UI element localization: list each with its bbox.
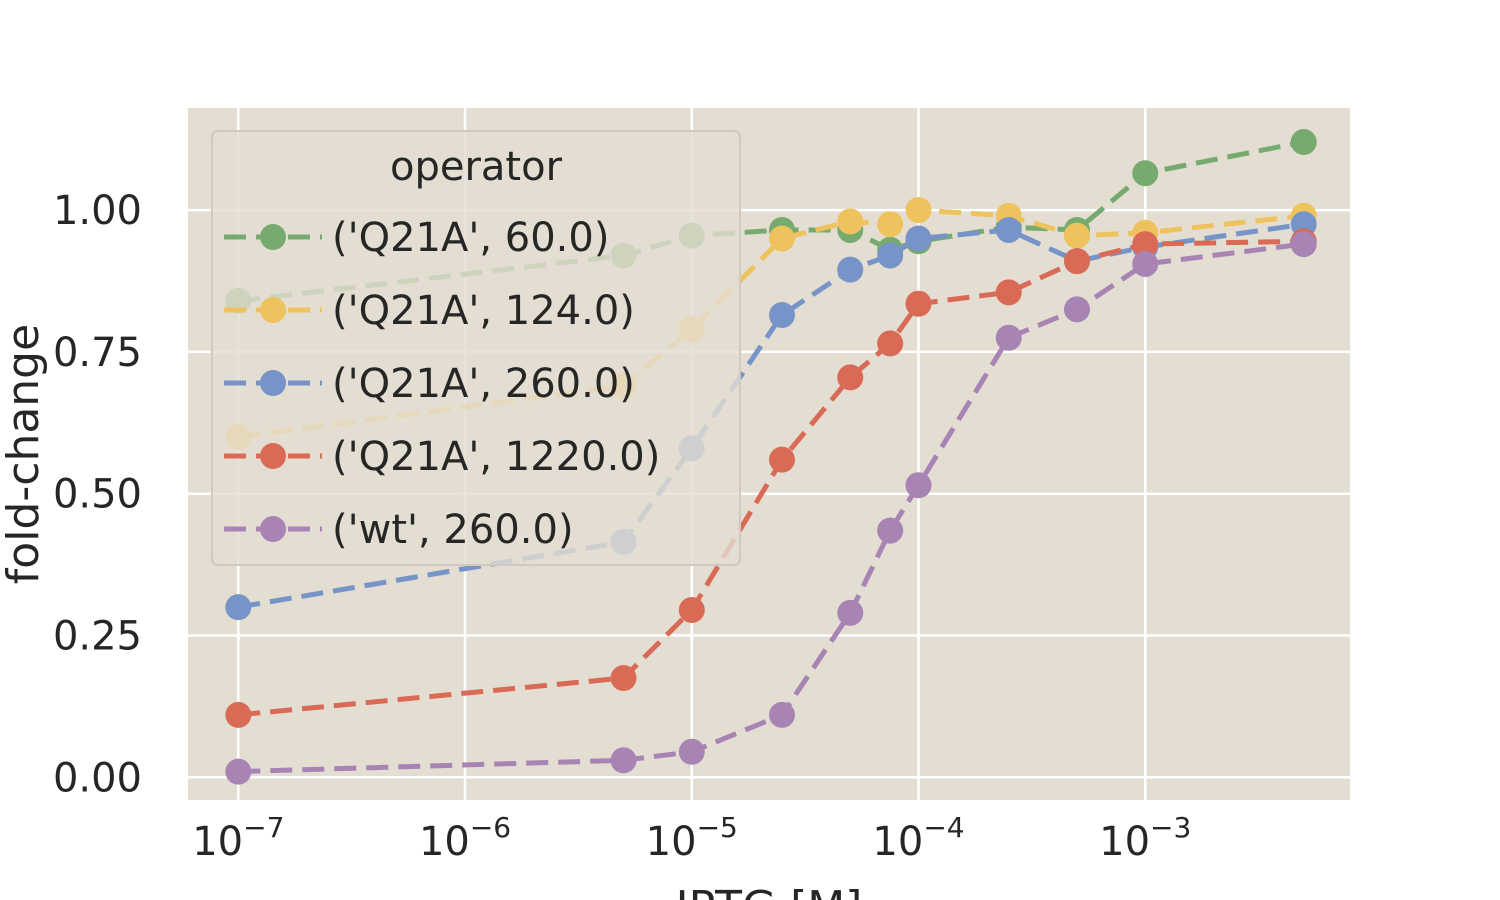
- series-1-point-6: [905, 197, 932, 224]
- x-tick-labels: 10−7 10−6 10−5 10−4 10−3: [192, 811, 1191, 865]
- x-tick-label-4: 10−3: [1099, 811, 1191, 865]
- legend-item-1: ('Q21A', 124.0): [224, 288, 635, 334]
- series-4-point-3: [768, 701, 795, 728]
- series-2-point-4: [837, 256, 864, 283]
- legend-label-0: ('Q21A', 60.0): [332, 215, 609, 261]
- legend-marker-2: [260, 370, 286, 396]
- series-1-point-8: [1063, 222, 1090, 249]
- legend-label-3: ('Q21A', 1220.0): [332, 434, 660, 480]
- series-4-point-8: [1063, 296, 1090, 323]
- legend-title: operator: [390, 144, 563, 190]
- series-1-point-4: [837, 208, 864, 235]
- y-tick-label-3: 0.75: [53, 330, 142, 376]
- y-tick-label-1: 0.25: [53, 614, 142, 660]
- series-4-point-10: [1290, 231, 1317, 258]
- x-axis-label: IPTG [M]: [676, 882, 863, 900]
- series-4-point-4: [837, 599, 864, 626]
- series-4-point-2: [678, 738, 705, 765]
- legend-items: ('Q21A', 60.0) ('Q21A', 124.0) ('Q21A', 26…: [224, 215, 660, 553]
- series-3-point-1: [610, 665, 637, 692]
- legend-marker-1: [260, 297, 286, 323]
- legend-label-4: ('wt', 260.0): [332, 507, 574, 553]
- y-tick-label-0: 0.00: [53, 755, 142, 801]
- series-0-point-9: [1132, 160, 1159, 187]
- series-4-point-0: [225, 758, 252, 785]
- series-3-point-7: [995, 279, 1022, 306]
- series-1-point-3: [768, 225, 795, 252]
- legend-marker-3: [260, 443, 286, 469]
- series-4-point-5: [877, 517, 904, 544]
- legend-marker-4: [260, 516, 286, 542]
- series-3-point-8: [1063, 248, 1090, 275]
- legend-label-2: ('Q21A', 260.0): [332, 361, 635, 407]
- series-3-point-2: [678, 596, 705, 623]
- legend-box: [211, 130, 741, 566]
- series-line-4: [238, 241, 1305, 775]
- y-tick-label-2: 0.50: [53, 472, 142, 518]
- series-3-point-5: [877, 330, 904, 357]
- series-3: [225, 228, 1317, 728]
- legend-item-2: ('Q21A', 260.0): [224, 361, 635, 407]
- series-4: [225, 231, 1317, 785]
- series-3-point-3: [768, 446, 795, 473]
- series-3-point-6: [905, 290, 932, 317]
- series-2-point-7: [995, 216, 1022, 243]
- x-tick-label-2: 10−5: [646, 811, 738, 865]
- series-4-point-7: [995, 324, 1022, 351]
- y-tick-label-4: 1.00: [53, 188, 142, 234]
- series-0-point-10: [1290, 129, 1317, 156]
- series-2-point-0: [225, 594, 252, 621]
- series-3-point-0: [225, 701, 252, 728]
- series-1-point-5: [877, 211, 904, 238]
- series-3-point-9: [1132, 231, 1159, 258]
- series-4-point-1: [610, 747, 637, 774]
- series-4-point-9: [1132, 250, 1159, 277]
- series-2-point-3: [768, 302, 795, 329]
- legend-item-3: ('Q21A', 1220.0): [224, 434, 660, 480]
- legend: operator ('Q21A', 60.0)('Q21A', 124.0)('…: [211, 130, 741, 566]
- legend-label-1: ('Q21A', 124.0): [332, 288, 635, 334]
- x-tick-label-1: 10−6: [419, 811, 511, 865]
- series-2-point-6: [905, 225, 932, 252]
- x-tick-label-3: 10−4: [872, 811, 964, 865]
- series-4-point-6: [905, 472, 932, 499]
- legend-item-0: ('Q21A', 60.0): [224, 215, 609, 261]
- legend-marker-0: [260, 224, 286, 250]
- y-axis-label: fold-change: [0, 324, 49, 584]
- legend-item-4: ('wt', 260.0): [224, 507, 574, 553]
- x-tick-label-0: 10−7: [192, 811, 284, 865]
- series-3-point-4: [837, 364, 864, 391]
- series-2-point-5: [877, 242, 904, 269]
- y-tick-labels: 0.00 0.25 0.50 0.75 1.00: [53, 188, 142, 801]
